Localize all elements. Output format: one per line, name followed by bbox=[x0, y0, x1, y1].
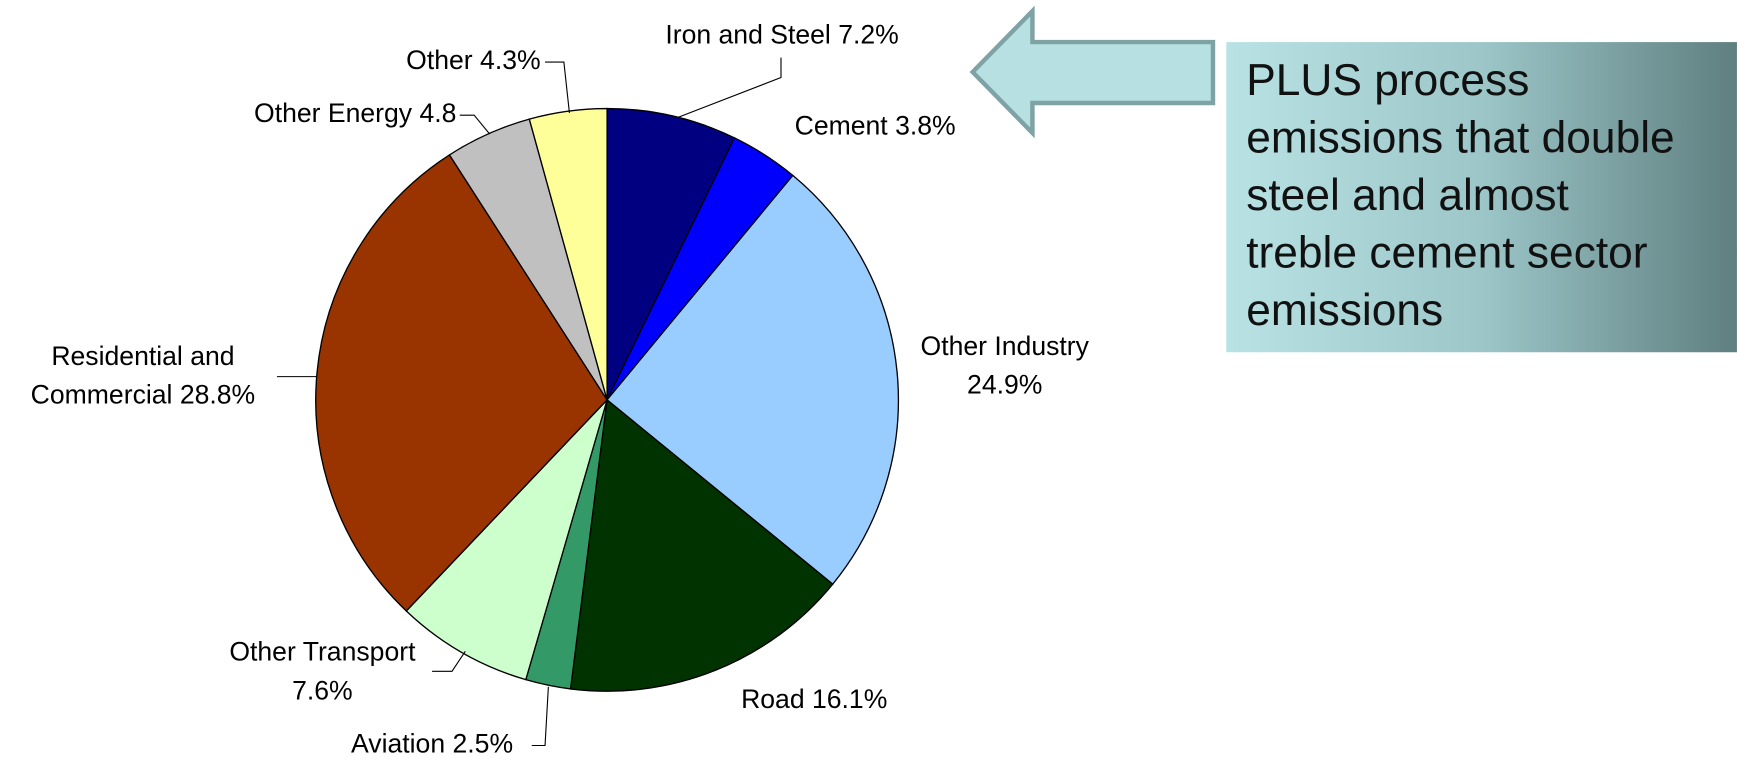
pie-slice bbox=[569, 398, 834, 692]
pie-slice bbox=[606, 107, 736, 401]
slice-label: Iron and Steel 7.2% bbox=[665, 20, 898, 50]
leader-line bbox=[459, 114, 491, 135]
slice-label: 24.9% bbox=[967, 370, 1042, 400]
annotation-line: PLUS process bbox=[1246, 56, 1529, 105]
slice-label: Other 4.3% bbox=[406, 45, 540, 75]
annotation-line: steel and almost bbox=[1246, 171, 1569, 220]
slice-label: 7.6% bbox=[292, 675, 353, 705]
slice-label: Commercial 28.8% bbox=[31, 380, 256, 410]
annotation-line: emissions that double bbox=[1246, 113, 1674, 162]
leader-line bbox=[677, 57, 782, 118]
pie-slice bbox=[315, 153, 608, 612]
slice-label: Cement 3.8% bbox=[795, 110, 956, 140]
pie-slice bbox=[405, 399, 608, 681]
leader-lines bbox=[276, 57, 782, 747]
annotation-line: treble cement sector bbox=[1246, 229, 1648, 278]
slice-label: Other Transport bbox=[229, 637, 416, 667]
leader-line bbox=[545, 61, 570, 114]
pie bbox=[315, 107, 900, 692]
annotation: PLUS process emissions that double steel a… bbox=[1246, 56, 1674, 335]
leader-line bbox=[432, 651, 466, 672]
annotation-line: emissions bbox=[1246, 286, 1443, 335]
slice-label: Road 16.1% bbox=[741, 684, 887, 714]
slice-labels: Iron and Steel 7.2% Cement 3.8% Other Indu… bbox=[31, 20, 1090, 759]
slice-label: Other Energy 4.8 bbox=[254, 98, 456, 128]
slice-label: Other Industry bbox=[921, 331, 1090, 361]
slice-label: Aviation 2.5% bbox=[351, 729, 513, 759]
annotation-box bbox=[1226, 42, 1737, 353]
slice-label: Residential and bbox=[51, 341, 234, 371]
pie-slice bbox=[606, 174, 900, 586]
arrow bbox=[969, 5, 1216, 139]
pie-slice bbox=[528, 107, 608, 401]
leader-line bbox=[531, 686, 549, 747]
